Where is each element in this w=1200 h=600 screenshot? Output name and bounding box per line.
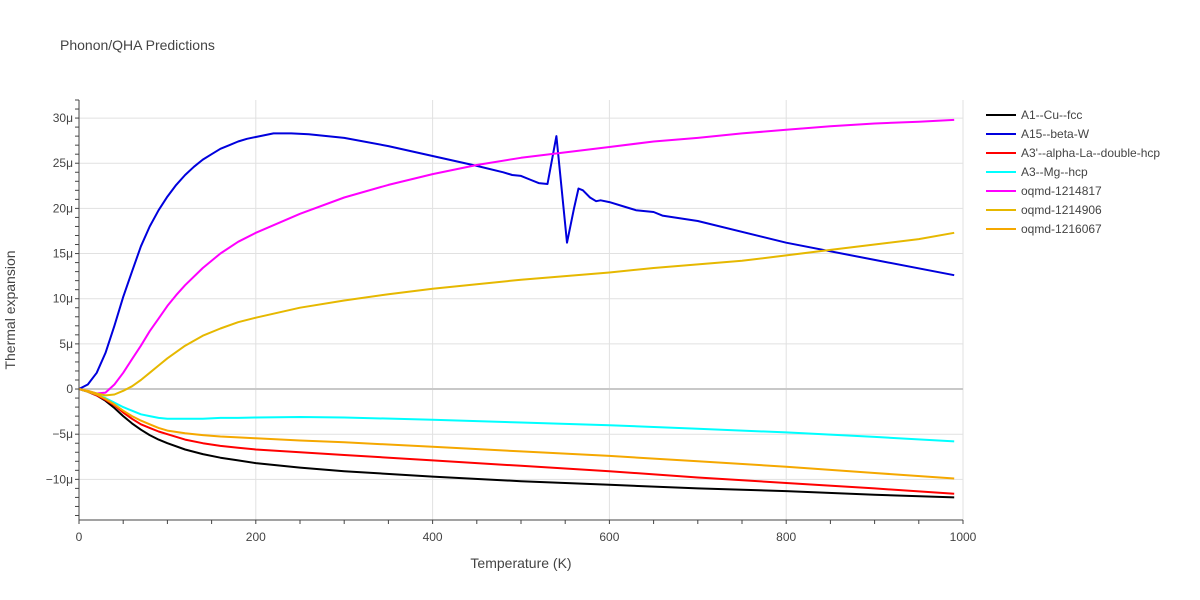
- x-tick-label: 400: [423, 530, 443, 544]
- legend-item[interactable]: A1--Cu--fcc: [986, 108, 1082, 122]
- y-axis-title: Thermal expansion: [2, 250, 18, 369]
- series-line-4: [78, 388, 955, 443]
- legend-label: oqmd-1214906: [1021, 203, 1102, 217]
- y-tick-label: −5μ: [52, 427, 73, 441]
- y-tick-label: 15μ: [53, 247, 73, 261]
- y-tick-label: 0: [66, 382, 73, 396]
- legend-label: A3--Mg--hcp: [1021, 165, 1088, 179]
- legend-label: A1--Cu--fcc: [1021, 108, 1082, 122]
- x-ticks: 0 200 400 600 800 1000: [76, 520, 977, 544]
- legend-label: oqmd-1214817: [1021, 184, 1102, 198]
- x-tick-label: 600: [599, 530, 619, 544]
- legend-item[interactable]: A3'--alpha-La--double-hcp: [986, 146, 1160, 160]
- x-tick-label: 0: [76, 530, 83, 544]
- series-line-3: [78, 388, 955, 495]
- x-tick-label: 1000: [950, 530, 977, 544]
- legend-label: oqmd-1216067: [1021, 222, 1102, 236]
- legend-item[interactable]: oqmd-1214906: [986, 203, 1102, 217]
- series-line-6: [78, 231, 955, 397]
- legend-label: A3'--alpha-La--double-hcp: [1021, 146, 1160, 160]
- y-ticks: −10μ −5μ 0 5μ 10μ 15μ 20μ 25μ 30μ: [46, 99, 79, 516]
- legend-item[interactable]: oqmd-1214817: [986, 184, 1102, 198]
- y-tick-label: 10μ: [53, 292, 73, 306]
- y-tick-label: −10μ: [46, 472, 73, 486]
- chart-title: Phonon/QHA Predictions: [60, 37, 215, 53]
- x-tick-label: 800: [776, 530, 796, 544]
- grid: [79, 100, 964, 520]
- series-line-5: [78, 118, 955, 395]
- y-tick-label: 30μ: [53, 111, 73, 125]
- x-axis-title: Temperature (K): [470, 555, 571, 571]
- plot-area: [78, 118, 955, 499]
- legend-item[interactable]: oqmd-1216067: [986, 222, 1102, 236]
- series-line-7: [78, 388, 955, 480]
- legend: A1--Cu--fcc A15--beta-W A3'--alpha-La--dou…: [986, 108, 1160, 236]
- x-tick-label: 200: [246, 530, 266, 544]
- series-line-2: [78, 132, 955, 390]
- y-tick-label: 25μ: [53, 156, 73, 170]
- series-line-1: [78, 388, 955, 499]
- y-tick-label: 5μ: [59, 337, 73, 351]
- legend-item[interactable]: A3--Mg--hcp: [986, 165, 1088, 179]
- legend-label: A15--beta-W: [1021, 127, 1090, 141]
- y-tick-label: 20μ: [53, 201, 73, 215]
- legend-item[interactable]: A15--beta-W: [986, 127, 1090, 141]
